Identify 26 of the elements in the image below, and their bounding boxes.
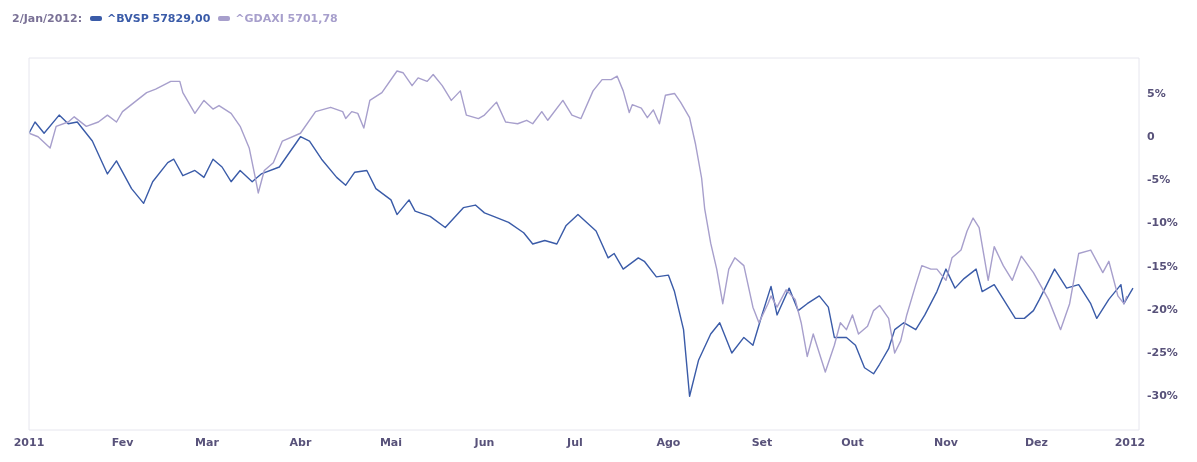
x-tick-label: Mai [379, 435, 403, 449]
line-series [29, 70, 1128, 373]
x-tick-label: Set [751, 435, 773, 449]
legend-label: ^BVSP 57829,00 [107, 12, 211, 25]
y-tick-label: 0 [1147, 129, 1155, 143]
x-tick-label: Dez [1024, 435, 1048, 449]
x-tick-label: Jul [566, 435, 583, 449]
y-tick-label: -30% [1147, 389, 1178, 403]
legend-title: 2/Jan/2012: [12, 12, 83, 25]
x-tick-label: Jun [473, 435, 495, 449]
y-tick-label: -20% [1147, 302, 1178, 316]
y-tick-label: -15% [1147, 259, 1178, 273]
x-tick-label: 2011 [13, 435, 45, 449]
y-tick-label: 5% [1147, 86, 1166, 100]
x-tick-label: Abr [289, 435, 312, 449]
x-tick-label: Nov [933, 435, 959, 449]
x-tick-label: Mar [195, 435, 220, 449]
x-tick-label: Fev [111, 435, 135, 449]
legend-label: ^GDAXI 5701,78 [235, 12, 338, 25]
y-tick-label: -10% [1147, 216, 1178, 230]
y-tick-label: -5% [1147, 173, 1171, 187]
line-series [29, 114, 1134, 397]
x-tick-label: Ago [656, 435, 681, 449]
x-tick-label: Out [841, 435, 864, 449]
y-tick-label: -25% [1147, 346, 1178, 360]
x-tick-label: 2012 [1114, 435, 1146, 449]
